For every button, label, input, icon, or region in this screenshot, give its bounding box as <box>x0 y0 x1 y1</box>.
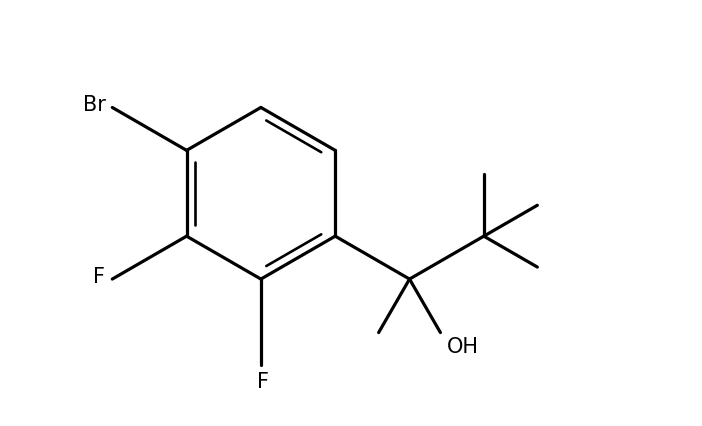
Text: F: F <box>257 372 269 392</box>
Text: Br: Br <box>84 95 106 115</box>
Text: OH: OH <box>447 337 479 357</box>
Text: F: F <box>93 268 105 288</box>
